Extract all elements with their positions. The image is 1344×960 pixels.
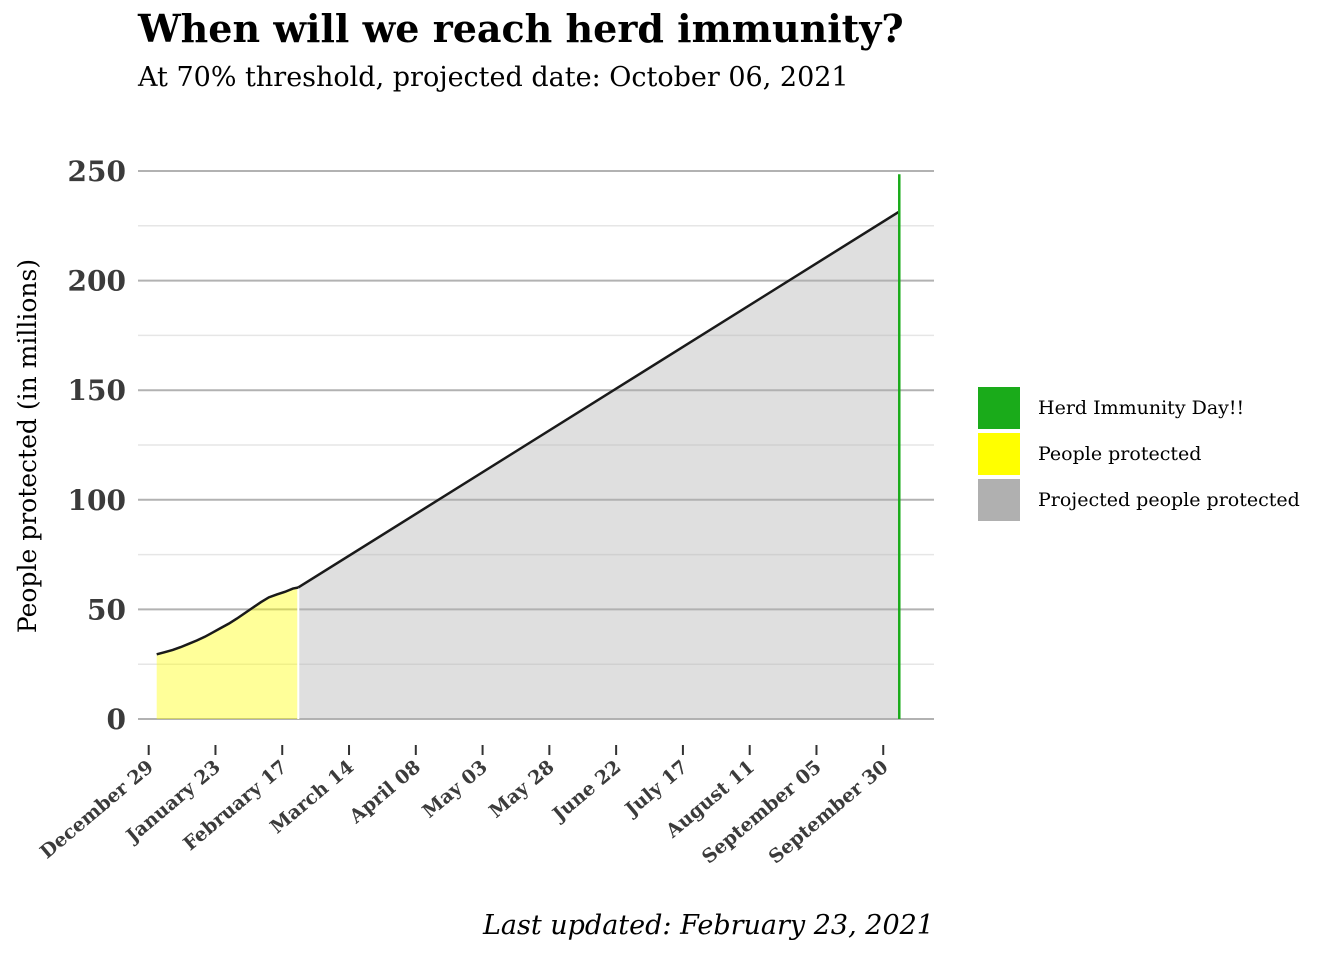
x-tick-label: September 30 bbox=[765, 756, 893, 868]
x-tick-label: June 22 bbox=[547, 756, 625, 827]
people-protected-line bbox=[156, 586, 299, 656]
chart-title: When will we reach herd immunity? bbox=[138, 6, 904, 51]
x-tick-label: September 05 bbox=[698, 756, 826, 868]
legend-item: People protected bbox=[978, 432, 1300, 476]
areas bbox=[156, 211, 900, 719]
y-tick-label: 0 bbox=[107, 703, 126, 736]
legend-swatch bbox=[978, 387, 1020, 429]
y-tick-label: 50 bbox=[87, 593, 126, 626]
legend-item: Herd Immunity Day!! bbox=[978, 386, 1300, 430]
lines bbox=[156, 174, 901, 719]
chart-subtitle: At 70% threshold, projected date: Octobe… bbox=[138, 62, 849, 93]
legend-label: Projected people protected bbox=[1038, 489, 1300, 511]
legend-swatch bbox=[978, 433, 1020, 475]
people-protected-area bbox=[156, 587, 299, 719]
last-updated-caption: Last updated: February 23, 2021 bbox=[482, 910, 934, 941]
x-tick-label: December 29 bbox=[36, 756, 158, 863]
y-tick-label: 200 bbox=[68, 265, 126, 298]
x-tick-label: May 28 bbox=[485, 756, 558, 823]
x-tick-label: April 08 bbox=[345, 756, 425, 828]
projected-line bbox=[297, 210, 900, 589]
y-axis-label: People protected (in millions) bbox=[13, 259, 42, 633]
legend-swatch bbox=[978, 479, 1020, 521]
legend-item: Projected people protected bbox=[978, 478, 1300, 522]
legend-label: Herd Immunity Day!! bbox=[1038, 397, 1245, 419]
y-tick-label: 100 bbox=[68, 484, 126, 517]
projected-area bbox=[298, 211, 900, 719]
legend: Herd Immunity Day!! People protected Proje… bbox=[978, 386, 1300, 524]
legend-label: People protected bbox=[1038, 443, 1202, 465]
y-tick-label: 150 bbox=[68, 374, 126, 407]
x-tick-label: May 03 bbox=[418, 756, 491, 823]
grid bbox=[138, 170, 934, 720]
y-tick-label: 250 bbox=[68, 155, 126, 188]
